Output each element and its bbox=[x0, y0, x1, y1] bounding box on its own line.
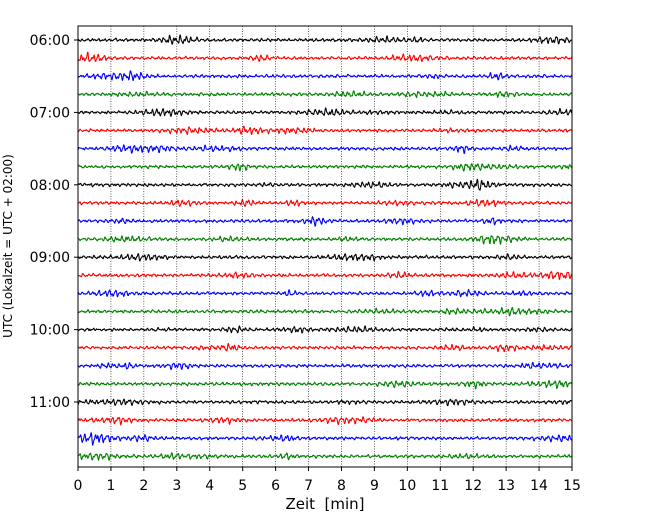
trace-line bbox=[77, 90, 573, 99]
x-tick-label: 8 bbox=[337, 478, 346, 494]
x-tick-label: 11 bbox=[431, 478, 449, 494]
x-tick-label: 3 bbox=[172, 478, 181, 494]
x-tick-label: 5 bbox=[238, 478, 247, 494]
x-tick-label: 0 bbox=[74, 478, 83, 494]
y-tick-label: 07:00 bbox=[30, 105, 70, 121]
trace-line bbox=[77, 253, 573, 262]
trace-line bbox=[77, 51, 573, 63]
trace-line bbox=[77, 34, 573, 45]
y-tick-label: 11:00 bbox=[30, 395, 70, 411]
trace-line bbox=[77, 432, 573, 446]
trace-line bbox=[77, 178, 573, 191]
x-axis-label: Zeit [min] bbox=[285, 495, 364, 513]
trace-line bbox=[77, 125, 573, 136]
y-tick-label: 06:00 bbox=[30, 33, 70, 49]
x-tick-label: 9 bbox=[370, 478, 379, 494]
x-tick-label: 2 bbox=[139, 478, 148, 494]
y-tick-label: 08:00 bbox=[30, 178, 70, 194]
y-tick-label: 10:00 bbox=[30, 323, 70, 339]
y-axis-label: UTC (Lokalzeit = UTC + 02:00) bbox=[1, 154, 15, 338]
trace-line bbox=[77, 107, 573, 117]
trace-line bbox=[77, 452, 573, 461]
trace-line bbox=[77, 416, 573, 426]
x-tick-label: 10 bbox=[398, 478, 416, 494]
x-axis-ticks: 0 1 2 3 4 5 6 7 8 9 10 11 12 13 14 15 bbox=[74, 467, 581, 494]
seismic-traces bbox=[77, 34, 573, 461]
grid-lines bbox=[110, 26, 540, 467]
trace-line bbox=[77, 144, 573, 155]
trace-line bbox=[77, 380, 573, 390]
trace-line bbox=[77, 398, 573, 407]
trace-line bbox=[77, 70, 573, 81]
trace-line bbox=[77, 307, 573, 317]
x-tick-label: 7 bbox=[304, 478, 313, 494]
x-tick-label: 15 bbox=[563, 478, 581, 494]
x-tick-label: 4 bbox=[205, 478, 214, 494]
trace-line bbox=[77, 343, 573, 353]
trace-line bbox=[77, 235, 573, 245]
trace-line bbox=[77, 325, 573, 334]
trace-line bbox=[77, 163, 573, 172]
y-tick-label: 09:00 bbox=[30, 250, 70, 266]
trace-line bbox=[77, 361, 573, 371]
x-tick-label: 12 bbox=[464, 478, 482, 494]
trace-line bbox=[77, 270, 573, 281]
plot-frame bbox=[77, 25, 573, 468]
trace-line bbox=[77, 198, 573, 208]
x-tick-label: 14 bbox=[530, 478, 548, 494]
x-tick-label: 6 bbox=[271, 478, 280, 494]
x-tick-label: 13 bbox=[497, 478, 515, 494]
x-tick-label: 1 bbox=[106, 478, 115, 494]
trace-line bbox=[77, 288, 573, 298]
trace-line bbox=[77, 216, 573, 227]
y-axis-ticks: 06:00 07:00 08:00 09:00 10:00 11:00 bbox=[30, 33, 78, 411]
